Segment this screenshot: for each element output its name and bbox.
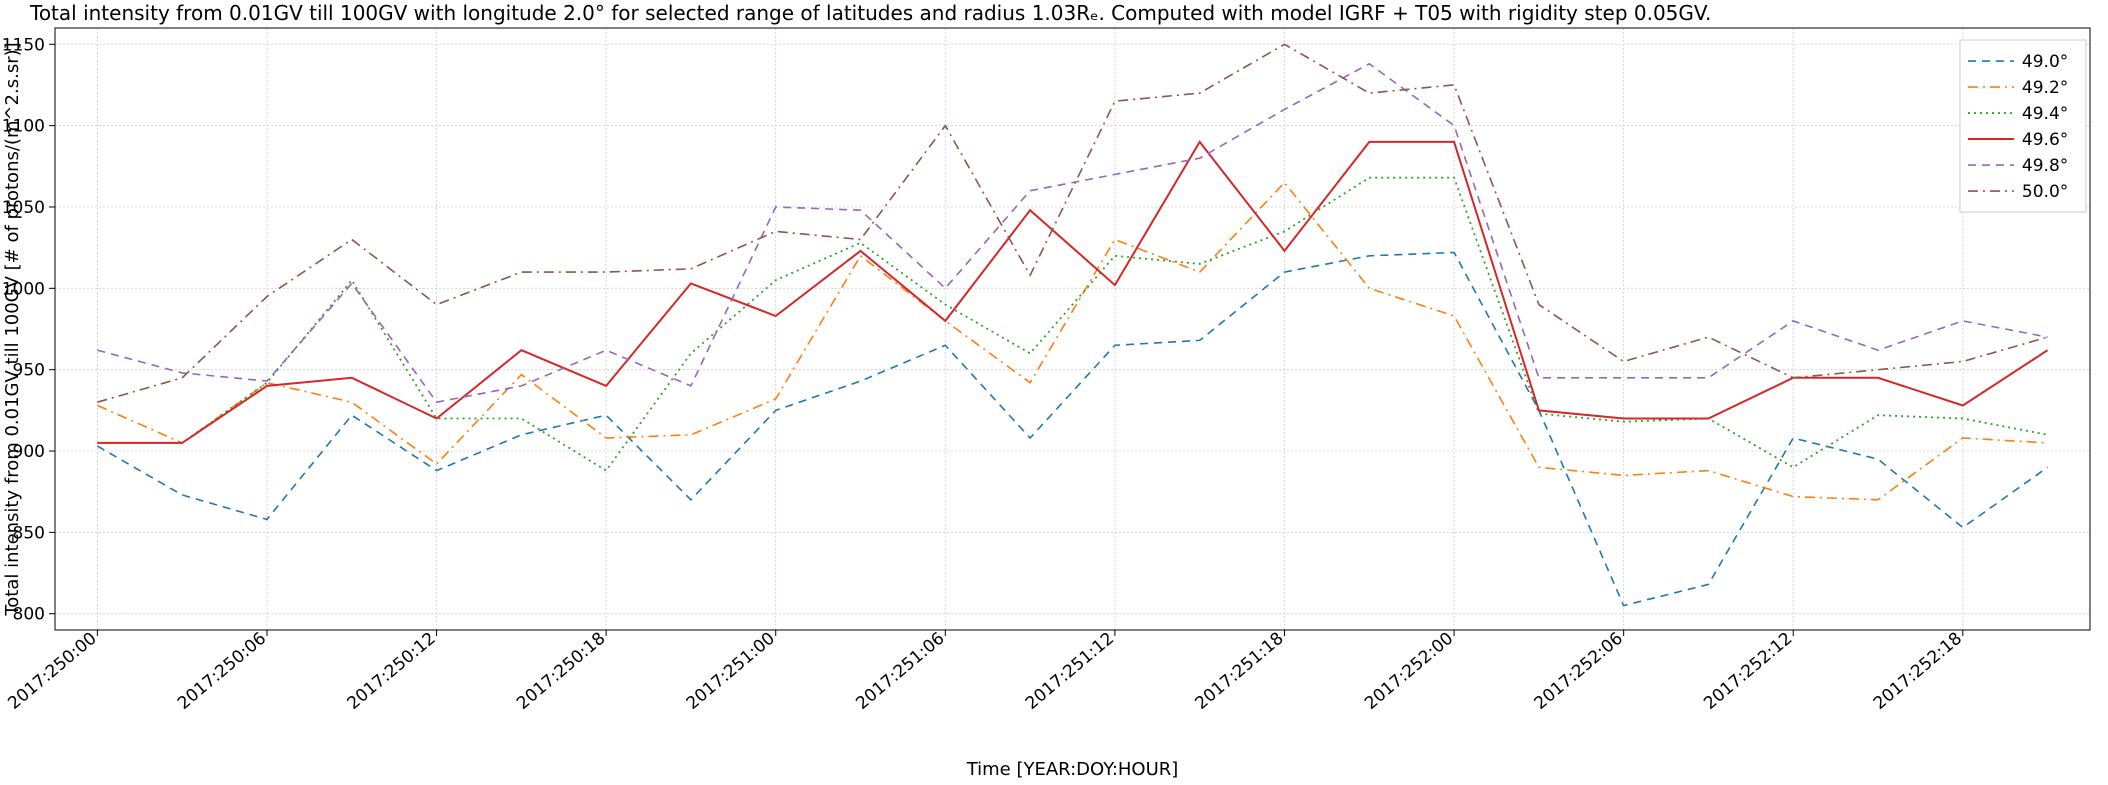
x-axis-label: Time [YEAR:DOY:HOUR]	[966, 759, 1179, 780]
chart-title: Total intensity from 0.01GV till 100GV w…	[29, 1, 1711, 25]
y-axis-label: Total intensity from 0.01GV till 100GV […	[2, 42, 23, 616]
intensity-line-chart: 80085090095010001050110011502017:250:002…	[0, 0, 2108, 785]
legend-label: 49.4°	[2022, 104, 2068, 124]
legend-label: 49.2°	[2022, 78, 2068, 98]
legend-label: 49.0°	[2022, 52, 2068, 72]
legend-label: 49.6°	[2022, 130, 2068, 150]
legend-label: 49.8°	[2022, 156, 2068, 176]
legend-label: 50.0°	[2022, 182, 2068, 202]
chart-svg: 80085090095010001050110011502017:250:002…	[0, 0, 2108, 785]
chart-bg	[0, 0, 2108, 785]
